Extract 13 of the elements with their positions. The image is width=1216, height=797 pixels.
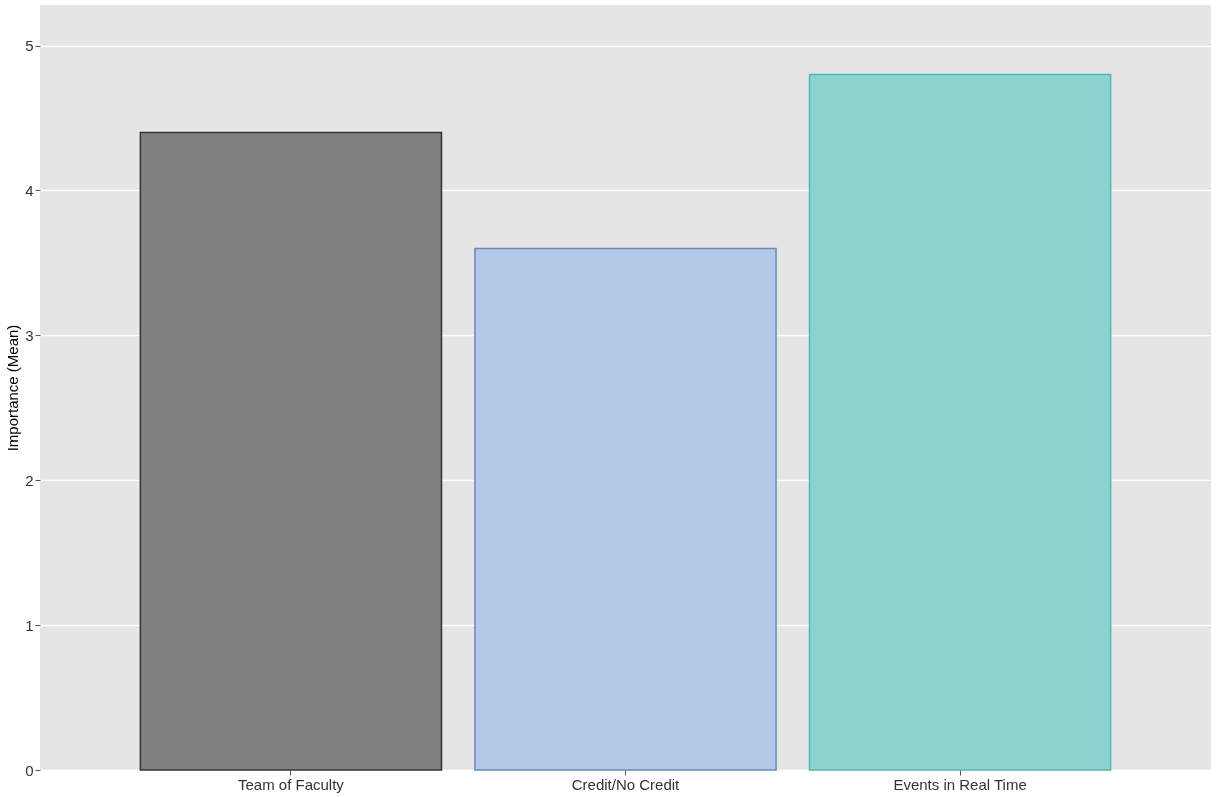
y-tick-label: 4	[25, 181, 34, 199]
bar	[808, 73, 1112, 771]
y-tick-label: 1	[25, 616, 34, 634]
bar	[139, 131, 443, 771]
y-axis-title: Importance (Mean)	[4, 324, 22, 452]
y-tick-label: 5	[25, 37, 34, 55]
x-tick-label: Team of Faculty	[237, 775, 345, 793]
y-tick-label: 3	[25, 326, 34, 344]
y-tick-label: 0	[25, 761, 34, 779]
bar	[474, 247, 777, 771]
y-tick-label: 2	[25, 471, 34, 489]
x-tick-label: Events in Real Time	[893, 775, 1027, 793]
x-tick-label: Credit/No Credit	[571, 775, 681, 793]
